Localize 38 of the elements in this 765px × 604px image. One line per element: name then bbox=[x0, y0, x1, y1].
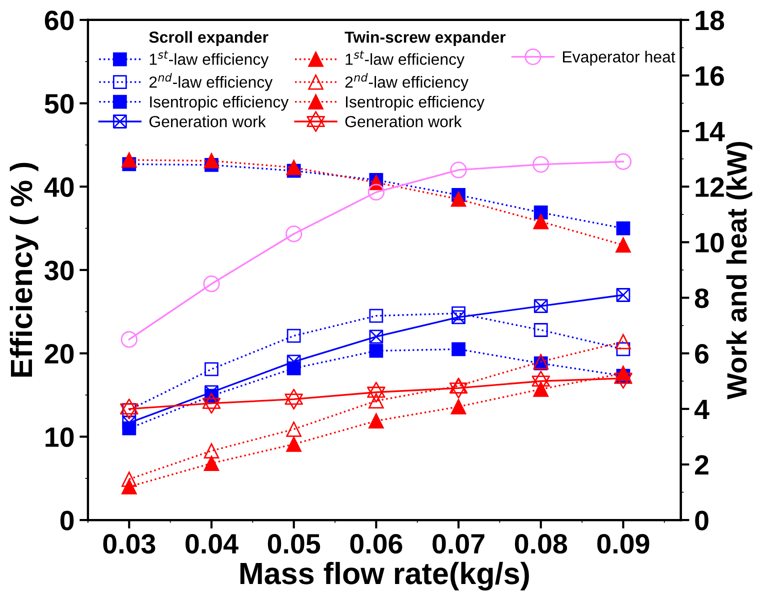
y2-tick-label: 4 bbox=[694, 400, 710, 419]
x-tick-label: 0.03 bbox=[103, 534, 156, 554]
y2-tick-label: 6 bbox=[695, 344, 708, 364]
y-axis-title: Efficiency ( % ) bbox=[10, 162, 38, 377]
annotation: Twin-screw expander bbox=[344, 31, 506, 46]
y2-tick-label: 0 bbox=[695, 510, 708, 530]
y-tick-label: 50 bbox=[44, 94, 74, 114]
legend-label: Isentropic efficiency bbox=[346, 96, 485, 111]
x-tick-label: 0.09 bbox=[597, 534, 650, 554]
legend-label: 1$^{st}$-law efficiency bbox=[346, 50, 464, 68]
annotation: Scroll expander bbox=[149, 31, 268, 46]
x-axis-title: Mass flow rate(kg/s) bbox=[240, 562, 529, 591]
legend-label: 2$^{nd}$-law efficiency bbox=[345, 72, 468, 91]
legend-label: Generation work bbox=[149, 116, 266, 128]
y-tick-label: 0 bbox=[60, 510, 74, 530]
y-tick-label: 40 bbox=[44, 177, 74, 197]
legend-label: Generation work bbox=[345, 116, 462, 128]
y-tick-label: 20 bbox=[44, 344, 74, 364]
y2-tick-label: 18 bbox=[696, 10, 724, 30]
y2-tick-label: 8 bbox=[694, 288, 709, 308]
legend-label: 1$^{st}$-law efficiency bbox=[150, 50, 269, 68]
x-tick-label: 0.06 bbox=[350, 534, 402, 554]
x-tick-label: 0.04 bbox=[186, 534, 238, 554]
legend-label: Evaperator heat bbox=[563, 50, 676, 66]
y2-tick-label: 12 bbox=[696, 177, 724, 197]
x-tick-label: 0.08 bbox=[514, 534, 568, 554]
x-tick-label: 0.05 bbox=[268, 534, 320, 554]
y2-tick-label: 2 bbox=[695, 455, 708, 475]
y2-tick-label: 10 bbox=[696, 232, 724, 253]
y-tick-label: 60 bbox=[44, 10, 74, 30]
y2-axis-title: Work and heat (kW) bbox=[726, 142, 752, 400]
legend-label: Isentropic efficiency bbox=[150, 96, 289, 111]
y-tick-label: 10 bbox=[46, 427, 74, 448]
legend-label: 2$^{nd}$-law efficiency bbox=[149, 72, 273, 91]
y2-tick-label: 14 bbox=[696, 122, 725, 142]
y-tick-label: 30 bbox=[44, 260, 74, 280]
y2-tick-label: 16 bbox=[696, 66, 724, 86]
x-tick-label: 0.07 bbox=[432, 534, 484, 554]
